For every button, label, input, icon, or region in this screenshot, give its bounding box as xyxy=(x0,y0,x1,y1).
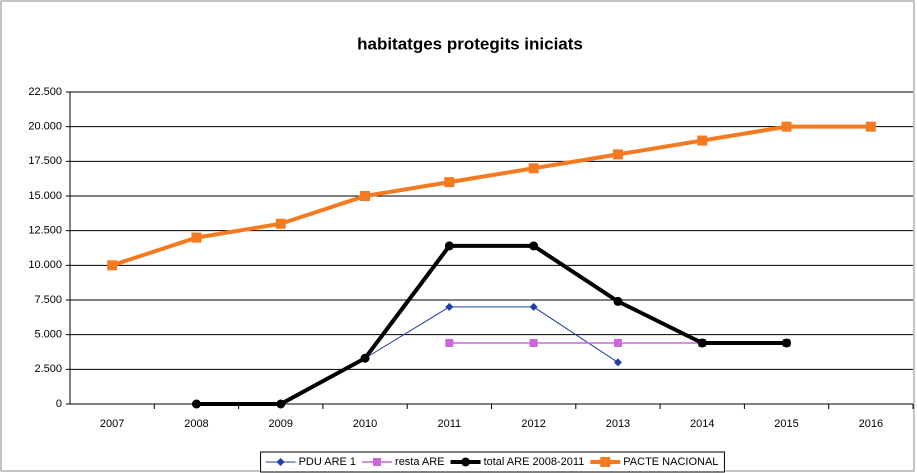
marker xyxy=(613,338,622,347)
x-tick-label: 2012 xyxy=(521,418,545,430)
x-tick-label: 2016 xyxy=(859,418,883,430)
marker xyxy=(529,338,538,347)
marker xyxy=(107,260,118,271)
y-tick-label: 7.500 xyxy=(34,294,62,306)
marker xyxy=(529,302,538,311)
marker xyxy=(612,149,623,160)
marker xyxy=(276,458,285,466)
y-tick-label: 2.500 xyxy=(34,363,62,375)
marker xyxy=(613,358,622,367)
y-tick-label: 12.500 xyxy=(28,225,62,237)
marker xyxy=(275,218,286,229)
marker xyxy=(444,241,454,251)
y-tick-label: 20.000 xyxy=(28,121,62,133)
x-tick-label: 2010 xyxy=(353,418,377,430)
series-line xyxy=(364,306,619,363)
x-tick-label: 2007 xyxy=(100,418,124,430)
x-tick-label: 2008 xyxy=(184,418,208,430)
y-tick-label: 10.000 xyxy=(28,259,62,271)
marker xyxy=(461,457,471,467)
y-tick-label: 0 xyxy=(56,398,62,410)
series-line xyxy=(196,243,787,406)
legend-label: total ARE 2008-2011 xyxy=(484,456,585,468)
marker xyxy=(613,296,623,306)
marker xyxy=(697,338,707,348)
x-tick-label: 2014 xyxy=(690,418,714,430)
marker xyxy=(865,121,876,132)
marker xyxy=(445,338,454,347)
marker xyxy=(444,177,455,188)
marker xyxy=(781,121,792,132)
series-line xyxy=(111,124,871,268)
marker xyxy=(360,191,371,201)
x-tick-label: 2013 xyxy=(606,418,630,430)
marker xyxy=(528,163,539,174)
marker xyxy=(373,458,382,466)
chart-title: habitatges protegits iniciats xyxy=(357,34,583,53)
marker xyxy=(191,232,202,243)
y-tick-label: 17.500 xyxy=(28,155,62,167)
legend-label: PDU ARE 1 xyxy=(299,456,356,468)
y-tick-label: 5.000 xyxy=(34,329,62,341)
marker xyxy=(360,353,370,363)
legend-label: resta ARE xyxy=(395,456,445,468)
marker xyxy=(600,457,611,467)
marker xyxy=(529,241,539,251)
marker xyxy=(697,135,708,146)
y-tick-label: 15.000 xyxy=(28,190,62,202)
x-tick-label: 2015 xyxy=(774,418,798,430)
x-tick-label: 2009 xyxy=(269,418,293,430)
y-tick-label: 22.500 xyxy=(28,86,62,98)
marker xyxy=(445,302,454,311)
legend-label: PACTE NACIONAL xyxy=(623,456,718,468)
marker xyxy=(782,338,792,348)
x-tick-label: 2011 xyxy=(438,418,462,430)
